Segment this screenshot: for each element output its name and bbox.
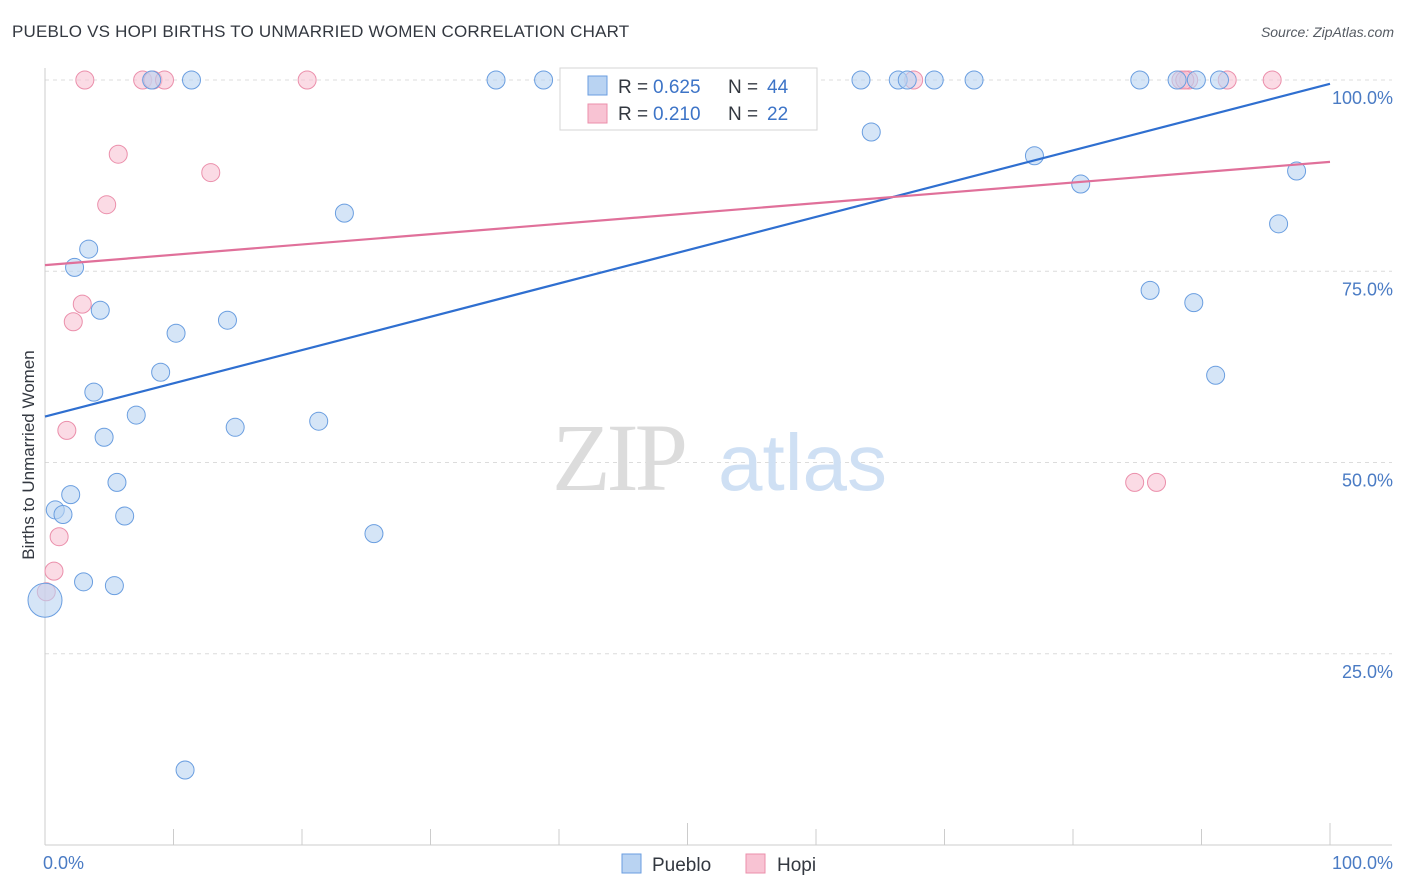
pueblo-point-23: [175, 760, 195, 780]
x-tick-labels: 0.0% 100.0%: [43, 853, 1393, 873]
pueblo-point-22: [181, 70, 201, 90]
pueblo-point-40: [1184, 293, 1204, 313]
legend-swatch-hopi: [587, 103, 608, 124]
pueblo-point-36: [1167, 70, 1187, 90]
pueblo-point-13: [217, 310, 237, 330]
pueblo-point-14: [225, 417, 245, 437]
pueblo-point-7: [107, 472, 127, 492]
watermark-atlas: atlas: [718, 418, 887, 507]
hopi-points: [36, 70, 1282, 602]
y-tick-label-25: 25.0%: [1342, 662, 1393, 682]
axes: [44, 68, 1392, 846]
hopi-point-8: [201, 163, 221, 183]
bottom-legend-swatch-hopi: [745, 853, 766, 874]
bottom-legend-swatch-pueblo: [621, 853, 642, 874]
pueblo-trendline: [44, 82, 1331, 418]
pueblo-point-35: [1130, 70, 1150, 90]
y-axis-label: Births to Unmarried Women: [19, 350, 38, 559]
pueblo-point-24: [486, 70, 506, 90]
gridlines: [45, 79, 1392, 655]
legend-n-label-hopi: N =: [728, 104, 758, 125]
pueblo-point-43: [1287, 161, 1307, 181]
pueblo-point-42: [1269, 214, 1289, 234]
hopi-point-15: [1125, 472, 1145, 492]
hopi-point-20: [1262, 70, 1282, 90]
correlation-legend: R = 0.625 N = 44 R = 0.210 N = 22: [559, 67, 818, 131]
pueblo-points: [27, 70, 1307, 780]
watermark: ZIP atlas: [552, 404, 887, 511]
pueblo-point-21: [142, 70, 162, 90]
trendlines: [44, 82, 1331, 418]
x-tick-label-100: 100.0%: [1332, 853, 1393, 873]
pueblo-point-34: [1071, 174, 1091, 194]
pueblo-point-27: [851, 70, 871, 90]
pueblo-point-16: [334, 203, 354, 223]
hopi-trendline: [44, 160, 1331, 267]
pueblo-point-32: [861, 122, 881, 142]
pueblo-point-4: [74, 572, 94, 592]
bottom-legend-label-hopi: Hopi: [777, 855, 816, 876]
x-tick-label-0: 0.0%: [43, 853, 84, 873]
y-tick-label-50: 50.0%: [1342, 471, 1393, 491]
y-tick-label-100: 100.0%: [1332, 88, 1393, 108]
hopi-point-4: [63, 312, 83, 332]
legend-r-label-pueblo: R =: [618, 77, 648, 98]
pueblo-point-25: [534, 70, 554, 90]
pueblo-point-41: [1206, 365, 1226, 385]
hopi-point-7: [97, 195, 117, 215]
watermark-zip: ZIP: [552, 404, 685, 511]
chart-title: PUEBLO VS HOPI BIRTHS TO UNMARRIED WOMEN…: [12, 22, 630, 41]
pueblo-point-37: [1186, 70, 1206, 90]
pueblo-point-19: [79, 239, 99, 259]
hopi-point-6: [108, 144, 128, 164]
legend-n-label-pueblo: N =: [728, 77, 758, 98]
hopi-point-3: [57, 420, 77, 440]
hopi-point-5: [72, 294, 92, 314]
pueblo-point-18: [65, 257, 85, 277]
hopi-point-13: [297, 70, 317, 90]
pueblo-point-5: [104, 576, 124, 596]
pueblo-point-29: [897, 70, 917, 90]
legend-r-value-pueblo: 0.625: [653, 77, 701, 98]
source-credit: Source: ZipAtlas.com: [1260, 24, 1394, 40]
legend-r-value-hopi: 0.210: [653, 104, 701, 125]
pueblo-point-31: [964, 70, 984, 90]
pueblo-point-38: [1209, 70, 1229, 90]
y-tick-label-75: 75.0%: [1342, 279, 1393, 299]
pueblo-point-12: [166, 323, 186, 343]
hopi-point-2: [49, 527, 69, 547]
hopi-point-1: [44, 561, 64, 581]
pueblo-point-17: [364, 524, 384, 544]
hopi-point-9: [75, 70, 95, 90]
pueblo-point-3: [61, 485, 81, 505]
pueblo-point-0: [27, 582, 63, 618]
pueblo-point-39: [1140, 280, 1160, 300]
hopi-point-16: [1147, 472, 1167, 492]
series-legend: Pueblo Hopi: [621, 853, 816, 876]
legend-swatch-pueblo: [587, 75, 608, 96]
pueblo-point-20: [90, 300, 110, 320]
pueblo-point-15: [309, 411, 329, 431]
pueblo-point-6: [115, 506, 135, 526]
legend-r-label-hopi: R =: [618, 104, 648, 125]
pueblo-point-30: [924, 70, 944, 90]
y-tick-labels: 25.0% 50.0% 75.0% 100.0%: [1332, 88, 1393, 682]
pueblo-point-10: [126, 405, 146, 425]
pueblo-point-2: [53, 505, 73, 525]
pueblo-point-8: [94, 427, 114, 447]
legend-n-value-pueblo: 44: [767, 77, 789, 98]
bottom-legend-label-pueblo: Pueblo: [652, 855, 711, 876]
pueblo-point-9: [84, 382, 104, 402]
legend-n-value-hopi: 22: [767, 104, 788, 125]
pueblo-point-11: [151, 362, 171, 382]
